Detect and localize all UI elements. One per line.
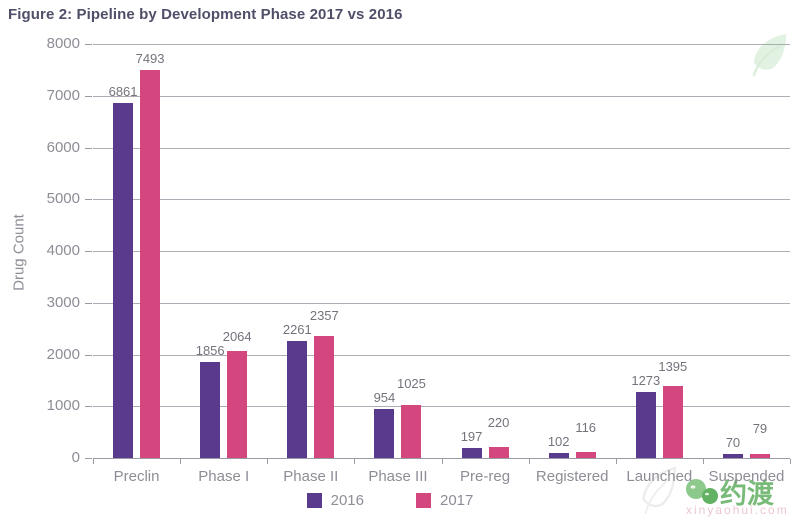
plot-area: 6861 7493 1856 2064 2261 2357 954 1025 197 220 102… (93, 44, 790, 459)
x-tick-mark-0 (93, 459, 94, 464)
x-tick-mark-8 (790, 459, 791, 464)
value-label-2016-4: 197 (460, 429, 483, 444)
y-tick-label-2000: 2000 (46, 345, 80, 363)
gridline-3000 (93, 302, 790, 304)
bar-2016-suspended (722, 454, 743, 458)
value-label-2017-7: 79 (752, 421, 768, 436)
y-tick-mark-0 (85, 458, 92, 459)
watermark-logo-icon (684, 478, 720, 513)
x-category-label-5: Registered (535, 468, 609, 485)
bar-2016-phase-iii (374, 409, 395, 458)
x-tick-mark-6 (615, 459, 617, 464)
value-label-2016-6: 1273 (631, 373, 661, 388)
value-label-2017-2: 2357 (309, 308, 339, 323)
bar-2017-preclin (140, 70, 161, 458)
x-category-label-4: Pre-reg (460, 468, 511, 485)
leaf-outline-icon (638, 464, 682, 521)
y-tick-mark-2000 (85, 354, 92, 356)
gridline-6000 (93, 147, 790, 149)
x-category-label-1: Phase I (198, 468, 250, 485)
y-tick-label-4000: 4000 (46, 242, 80, 259)
y-tick-mark-1000 (85, 406, 92, 408)
value-label-2017-0: 7493 (135, 51, 165, 66)
watermark-bottom-right: 约渡 xinyaohui.com (638, 462, 800, 523)
legend-swatch-2016 (306, 493, 322, 508)
bar-2017-registered (575, 452, 596, 458)
bar-2017-suspended (749, 454, 770, 458)
y-tick-label-8000: 8000 (46, 35, 80, 52)
x-category-label-0: Preclin (113, 468, 160, 485)
x-tick-mark-5 (528, 459, 530, 464)
value-label-2017-6: 1395 (658, 359, 688, 374)
value-label-2017-3: 1025 (396, 376, 426, 391)
value-label-2016-1: 1856 (195, 343, 225, 358)
y-tick-mark-4000 (85, 251, 92, 252)
y-tick-label-7000: 7000 (46, 86, 80, 104)
leaf-icon (752, 33, 787, 77)
legend: 2016 2017 (0, 492, 780, 509)
legend-item-2016: 2016 (306, 492, 364, 509)
y-tick-label-5000: 5000 (46, 190, 80, 208)
bar-2017-launched (662, 386, 683, 458)
x-category-label-6: Launched (626, 468, 693, 485)
x-tick-mark-4 (441, 459, 443, 464)
value-label-2016-7: 70 (725, 435, 741, 450)
bar-2016-phase-i (200, 362, 221, 458)
bar-2016-pre-reg (461, 448, 482, 458)
value-label-2017-5: 116 (575, 420, 597, 435)
value-label-2017-1: 2064 (222, 329, 252, 344)
leaf-watermark-icon (746, 30, 792, 85)
gridline-5000 (93, 199, 790, 201)
x-tick-mark-7 (702, 459, 704, 464)
x-category-label-3: Phase III (368, 468, 428, 485)
bar-2016-registered (548, 453, 569, 458)
value-label-2016-2: 2261 (282, 322, 312, 337)
y-tick-label-0: 0 (71, 449, 80, 466)
gridline-2000 (93, 354, 790, 356)
value-label-2017-4: 220 (487, 415, 510, 430)
x-category-label-7: Suspended (708, 468, 785, 485)
bar-2017-phase-i (227, 351, 248, 458)
y-tick-mark-5000 (85, 199, 92, 201)
value-label-2016-3: 954 (373, 390, 396, 405)
gridline-8000 (93, 44, 790, 45)
figure-title: Figure 2: Pipeline by Development Phase … (8, 6, 403, 23)
gridline-1000 (93, 406, 790, 408)
gridline-7000 (93, 95, 790, 97)
y-tick-mark-7000 (85, 95, 92, 97)
legend-label-2017: 2017 (440, 492, 474, 509)
bar-2017-phase-iii (401, 405, 422, 458)
y-tick-label-1000: 1000 (46, 397, 80, 415)
x-tick-mark-1 (180, 459, 182, 464)
watermark-logo-text: 约渡 (720, 479, 774, 509)
y-tick-mark-6000 (85, 147, 92, 149)
x-tick-mark-3 (354, 459, 356, 464)
bar-2017-phase-ii (314, 336, 335, 458)
y-tick-label-6000: 6000 (46, 138, 80, 156)
watermark-site-text: xinyaohui.com (686, 503, 789, 517)
y-tick-label-3000: 3000 (46, 293, 80, 311)
y-tick-mark-3000 (85, 302, 92, 304)
value-label-2016-0: 6861 (108, 84, 138, 99)
gridline-4000 (93, 251, 790, 252)
legend-label-2016: 2016 (330, 492, 364, 509)
bar-2016-launched (635, 392, 656, 458)
value-label-2016-5: 102 (547, 434, 570, 449)
x-category-label-2: Phase II (283, 468, 339, 485)
bar-2016-preclin (113, 103, 134, 458)
y-tick-mark-8000 (85, 44, 92, 45)
legend-swatch-2017 (416, 493, 431, 508)
bar-2017-pre-reg (488, 447, 509, 458)
legend-item-2017: 2017 (416, 492, 473, 509)
x-tick-mark-2 (267, 459, 269, 464)
bar-2016-phase-ii (287, 341, 308, 458)
